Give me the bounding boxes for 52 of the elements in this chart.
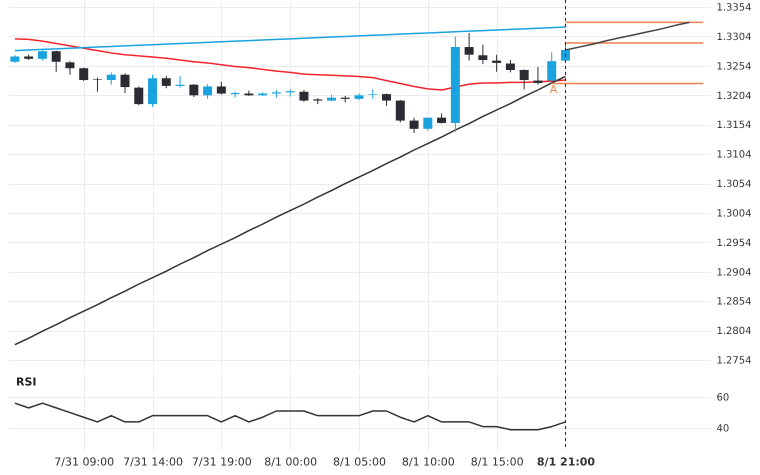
candlestick xyxy=(176,75,185,88)
candlestick xyxy=(533,66,542,86)
y-tick-label: 60 xyxy=(716,392,730,404)
chart-title: RSI xyxy=(16,376,36,388)
candlestick xyxy=(478,44,488,65)
candlestick xyxy=(492,54,502,72)
candlestick xyxy=(299,90,308,102)
y-tick-label: 1.3254 xyxy=(716,61,752,72)
annotation: A xyxy=(550,83,558,96)
y-tick-label: 1.2954 xyxy=(716,238,752,249)
candlestick xyxy=(410,117,419,134)
candlestick xyxy=(506,60,515,73)
line-series xyxy=(14,38,566,91)
candlestick xyxy=(79,67,88,82)
candlestick xyxy=(547,52,556,82)
candlestick xyxy=(382,93,392,106)
x-tick-label: 8/1 05:00 xyxy=(333,456,386,468)
y-tick-label: 1.2754 xyxy=(716,356,752,366)
y-tick-label: 40 xyxy=(716,424,730,435)
y-tick-label: 1.3154 xyxy=(716,120,752,132)
y-tick-label: 1.2854 xyxy=(716,296,752,308)
line-series xyxy=(14,76,566,346)
line-series xyxy=(14,402,566,430)
x-tick-label: 8/1 21:00 xyxy=(536,456,596,468)
candlestick xyxy=(396,100,405,123)
y-tick-label: 1.2904 xyxy=(716,267,752,278)
y-tick-label: 1.3104 xyxy=(716,150,752,161)
y-tick-label: 1.3354 xyxy=(716,2,752,14)
x-tick-label: 7/31 14:00 xyxy=(123,456,183,468)
candlestick xyxy=(520,68,529,90)
candlestick xyxy=(464,32,474,62)
x-tick-label: 8/1 00:00 xyxy=(264,456,318,468)
y-tick-label: 1.3304 xyxy=(716,32,752,43)
x-tick-label: 7/31 19:00 xyxy=(192,456,252,468)
y-tick-label: 1.3054 xyxy=(716,179,752,190)
candlestick xyxy=(203,84,212,100)
candlestick xyxy=(162,75,171,89)
x-tick-label: 8/1 10:00 xyxy=(402,456,455,468)
candlestick xyxy=(65,60,74,76)
x-tick-label: 8/1 15:00 xyxy=(470,456,524,468)
y-tick-label: 1.3004 xyxy=(716,208,752,220)
candlestick xyxy=(52,50,61,72)
x-tick-label: 7/31 09:00 xyxy=(54,456,114,468)
candlestick xyxy=(134,86,144,106)
y-tick-label: 1.2804 xyxy=(716,326,752,338)
candlestick xyxy=(189,84,198,98)
candlestick xyxy=(120,73,130,94)
y-tick-label: 1.3204 xyxy=(716,90,752,102)
candlestick xyxy=(106,72,116,86)
candlestick xyxy=(437,113,446,124)
candlestick xyxy=(216,81,226,96)
candlestick xyxy=(423,117,432,132)
